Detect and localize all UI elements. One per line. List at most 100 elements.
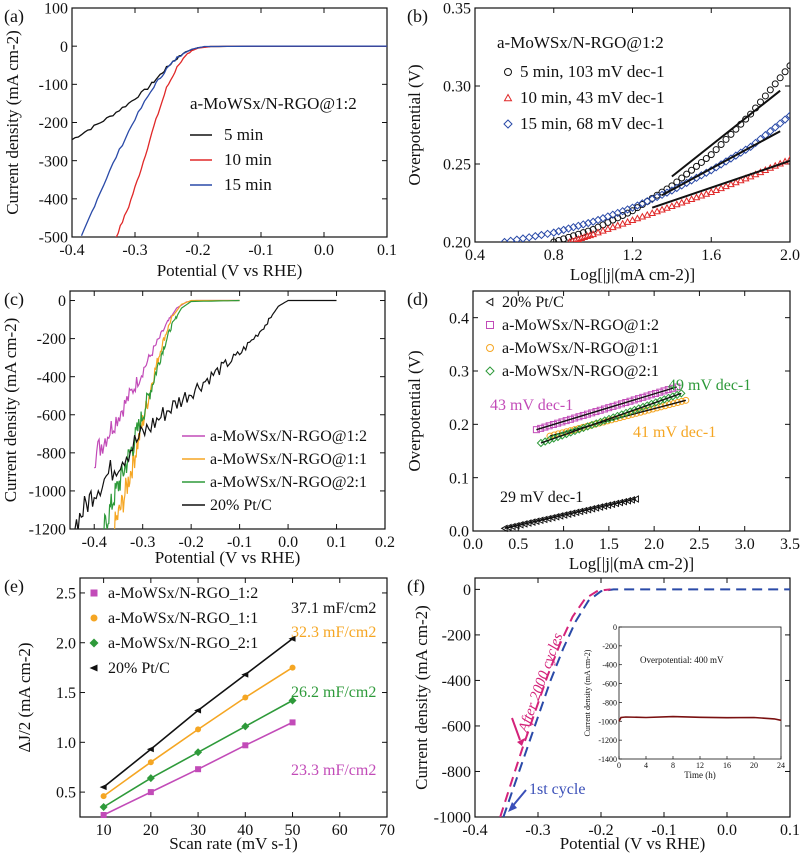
inset-y-axis-label: Current density (mA cm-2)	[583, 649, 592, 736]
data-point	[541, 423, 549, 431]
data-point	[637, 408, 645, 416]
data-point	[100, 812, 107, 819]
series-line-orange	[114, 299, 240, 529]
series-black	[500, 495, 639, 533]
chart_data.4-xtick-label: 60	[332, 822, 348, 839]
legend-entry: 20% Pt/C	[108, 660, 170, 677]
data-point	[146, 746, 154, 753]
data-point	[583, 218, 593, 228]
series-magenta	[532, 383, 681, 434]
chart_data.5-ytick-label: 0	[463, 582, 471, 599]
data-point	[146, 774, 155, 783]
data-point	[588, 409, 596, 417]
data-point	[574, 221, 583, 231]
data-point	[583, 232, 592, 240]
chart_data.2-ytick-label: -200	[37, 331, 66, 348]
data-point	[669, 400, 677, 408]
data-point	[633, 204, 641, 212]
chart_data.2-xtick-label: -0.3	[130, 534, 155, 551]
data-point	[99, 803, 108, 812]
chart_data.2-xtick-label: -0.2	[178, 534, 203, 551]
data-point	[678, 397, 686, 405]
chart_data.0-ytick-label: -500	[39, 230, 68, 247]
data-point	[653, 191, 661, 199]
panel-d: (d) 0.0 0.5 1.0 1.5 2.0 2.5 3.0 3.5 0.0 0.1 0.2 0.3 0…	[405, 289, 800, 573]
inset-series-line	[618, 715, 782, 722]
data-point	[558, 418, 566, 426]
y-axis-label: Overpotential (V)	[405, 64, 424, 185]
fit-line	[540, 392, 682, 444]
series-line-pink_annot	[499, 588, 611, 817]
inset-ytick-label: -200	[602, 642, 617, 651]
data-point	[555, 236, 563, 242]
data-point	[707, 151, 715, 159]
data-point	[707, 188, 716, 195]
chart_data.2-xtick-label: 0.1	[327, 534, 347, 551]
panel-label-e: (e)	[4, 576, 24, 597]
data-point	[571, 414, 579, 422]
data-point	[569, 232, 577, 240]
data-point	[589, 230, 597, 238]
inset-chart: 0 4 8 12 16 20 24 -1400 -1200 -1000 -800 -600 -400 -2…	[583, 623, 785, 780]
data-point	[677, 198, 686, 206]
chart_data.4-ytick-label: 2.0	[56, 635, 76, 652]
data-point	[660, 387, 668, 395]
inset-ytick-label: -1000	[598, 717, 617, 726]
data-point	[712, 146, 720, 154]
data-point	[653, 207, 661, 215]
chart_data.3-xtick-label: 0.0	[463, 536, 483, 553]
chart_data.3-xtick-label: 3.5	[780, 536, 800, 553]
fit-line	[661, 130, 781, 197]
data-point	[658, 205, 666, 213]
data-point	[575, 413, 583, 421]
chart_data.4-xtick-label: 70	[379, 822, 395, 839]
data-point	[716, 160, 726, 169]
chart_data.5-ytick-label: -400	[442, 673, 471, 690]
chart_data.3-ytick-label: 0.1	[449, 470, 469, 487]
data-point	[692, 162, 700, 170]
chart_data.2-ytick-label: 0	[58, 293, 66, 310]
panel-b: (b) 0.4 0.8 1.2 1.6 2.0 0.20 0.25 0.30 0.35 a-MoWS…	[405, 1, 800, 284]
data-point	[786, 62, 790, 70]
data-point	[687, 195, 696, 202]
chart_data.0-ytick-label: 100	[44, 1, 68, 18]
data-point	[677, 389, 686, 398]
data-point	[288, 696, 297, 705]
panel-label-f: (f)	[407, 576, 425, 597]
y-axis-label: ΔJ/2 (mA cm-2)	[15, 642, 34, 752]
data-point	[717, 184, 725, 192]
legend-marker	[486, 321, 494, 329]
data-point	[668, 202, 676, 210]
series-red	[567, 155, 790, 242]
data-point	[562, 428, 570, 436]
chart_data.2-xtick-label: 0.2	[375, 534, 395, 551]
chart_data.3-ytick-label: 0.2	[449, 417, 469, 434]
cycle-annotation: After 2000 cycles	[515, 631, 566, 735]
capacitance-annotation: 26.2 mF/cm2	[291, 684, 376, 701]
data-point	[594, 228, 602, 236]
chart_data.5-frame	[474, 577, 791, 818]
data-point	[761, 92, 769, 100]
legend-title: a-MoWSx/N-RGO@1:2	[190, 94, 357, 113]
inset-xtick-label: 0	[617, 761, 621, 770]
data-point	[717, 141, 725, 148]
legend-marker	[503, 93, 513, 102]
legend-entry: a-MoWSx/N-RGO_1:2	[108, 585, 258, 602]
data-point	[147, 789, 154, 796]
data-point	[628, 216, 637, 224]
data-point	[632, 409, 640, 417]
data-point	[599, 226, 607, 234]
chart_data.3-ytick-label: 0.0	[449, 524, 469, 541]
data-point	[195, 766, 202, 773]
data-point	[780, 115, 790, 124]
data-point	[592, 408, 600, 416]
legend-entry: a-MoWSx/N-RGO@2:1	[502, 363, 659, 380]
slope-annotation: 43 mV dec-1	[490, 397, 573, 414]
data-point	[656, 388, 664, 396]
data-point	[567, 237, 572, 242]
data-point	[613, 221, 622, 229]
legend-entry: 15 min, 68 mV dec-1	[520, 114, 665, 133]
data-point	[674, 398, 682, 406]
chart_data.4-ytick-label: 2.5	[56, 586, 76, 603]
data-point	[683, 170, 691, 178]
